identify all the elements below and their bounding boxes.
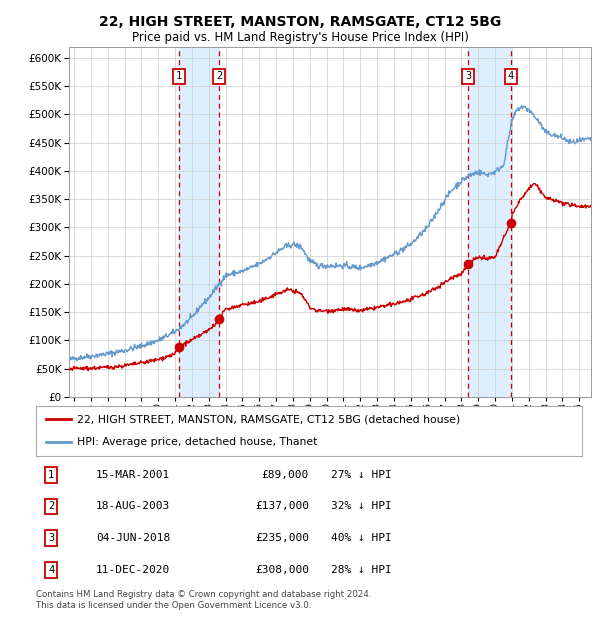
Text: Price paid vs. HM Land Registry's House Price Index (HPI): Price paid vs. HM Land Registry's House … — [131, 31, 469, 44]
Text: 40% ↓ HPI: 40% ↓ HPI — [331, 533, 392, 543]
Text: 32% ↓ HPI: 32% ↓ HPI — [331, 502, 392, 512]
Text: 1: 1 — [175, 71, 182, 81]
Bar — [179, 46, 220, 397]
Text: 1: 1 — [48, 470, 55, 480]
Text: 4: 4 — [508, 71, 514, 81]
Bar — [469, 46, 511, 397]
Text: HPI: Average price, detached house, Thanet: HPI: Average price, detached house, Than… — [77, 437, 317, 447]
Text: 3: 3 — [465, 71, 472, 81]
Text: 2: 2 — [216, 71, 223, 81]
Text: £235,000: £235,000 — [255, 533, 309, 543]
Text: 4: 4 — [48, 565, 55, 575]
Text: Contains HM Land Registry data © Crown copyright and database right 2024.
This d: Contains HM Land Registry data © Crown c… — [36, 590, 371, 609]
Text: £89,000: £89,000 — [262, 470, 309, 480]
Text: 2: 2 — [48, 502, 55, 512]
Text: £308,000: £308,000 — [255, 565, 309, 575]
Text: 3: 3 — [48, 533, 55, 543]
Text: 22, HIGH STREET, MANSTON, RAMSGATE, CT12 5BG: 22, HIGH STREET, MANSTON, RAMSGATE, CT12… — [99, 16, 501, 30]
Text: 18-AUG-2003: 18-AUG-2003 — [96, 502, 170, 512]
Text: 04-JUN-2018: 04-JUN-2018 — [96, 533, 170, 543]
Text: 11-DEC-2020: 11-DEC-2020 — [96, 565, 170, 575]
Text: £137,000: £137,000 — [255, 502, 309, 512]
Text: 15-MAR-2001: 15-MAR-2001 — [96, 470, 170, 480]
Text: 27% ↓ HPI: 27% ↓ HPI — [331, 470, 392, 480]
Text: 22, HIGH STREET, MANSTON, RAMSGATE, CT12 5BG (detached house): 22, HIGH STREET, MANSTON, RAMSGATE, CT12… — [77, 415, 460, 425]
Text: 28% ↓ HPI: 28% ↓ HPI — [331, 565, 392, 575]
